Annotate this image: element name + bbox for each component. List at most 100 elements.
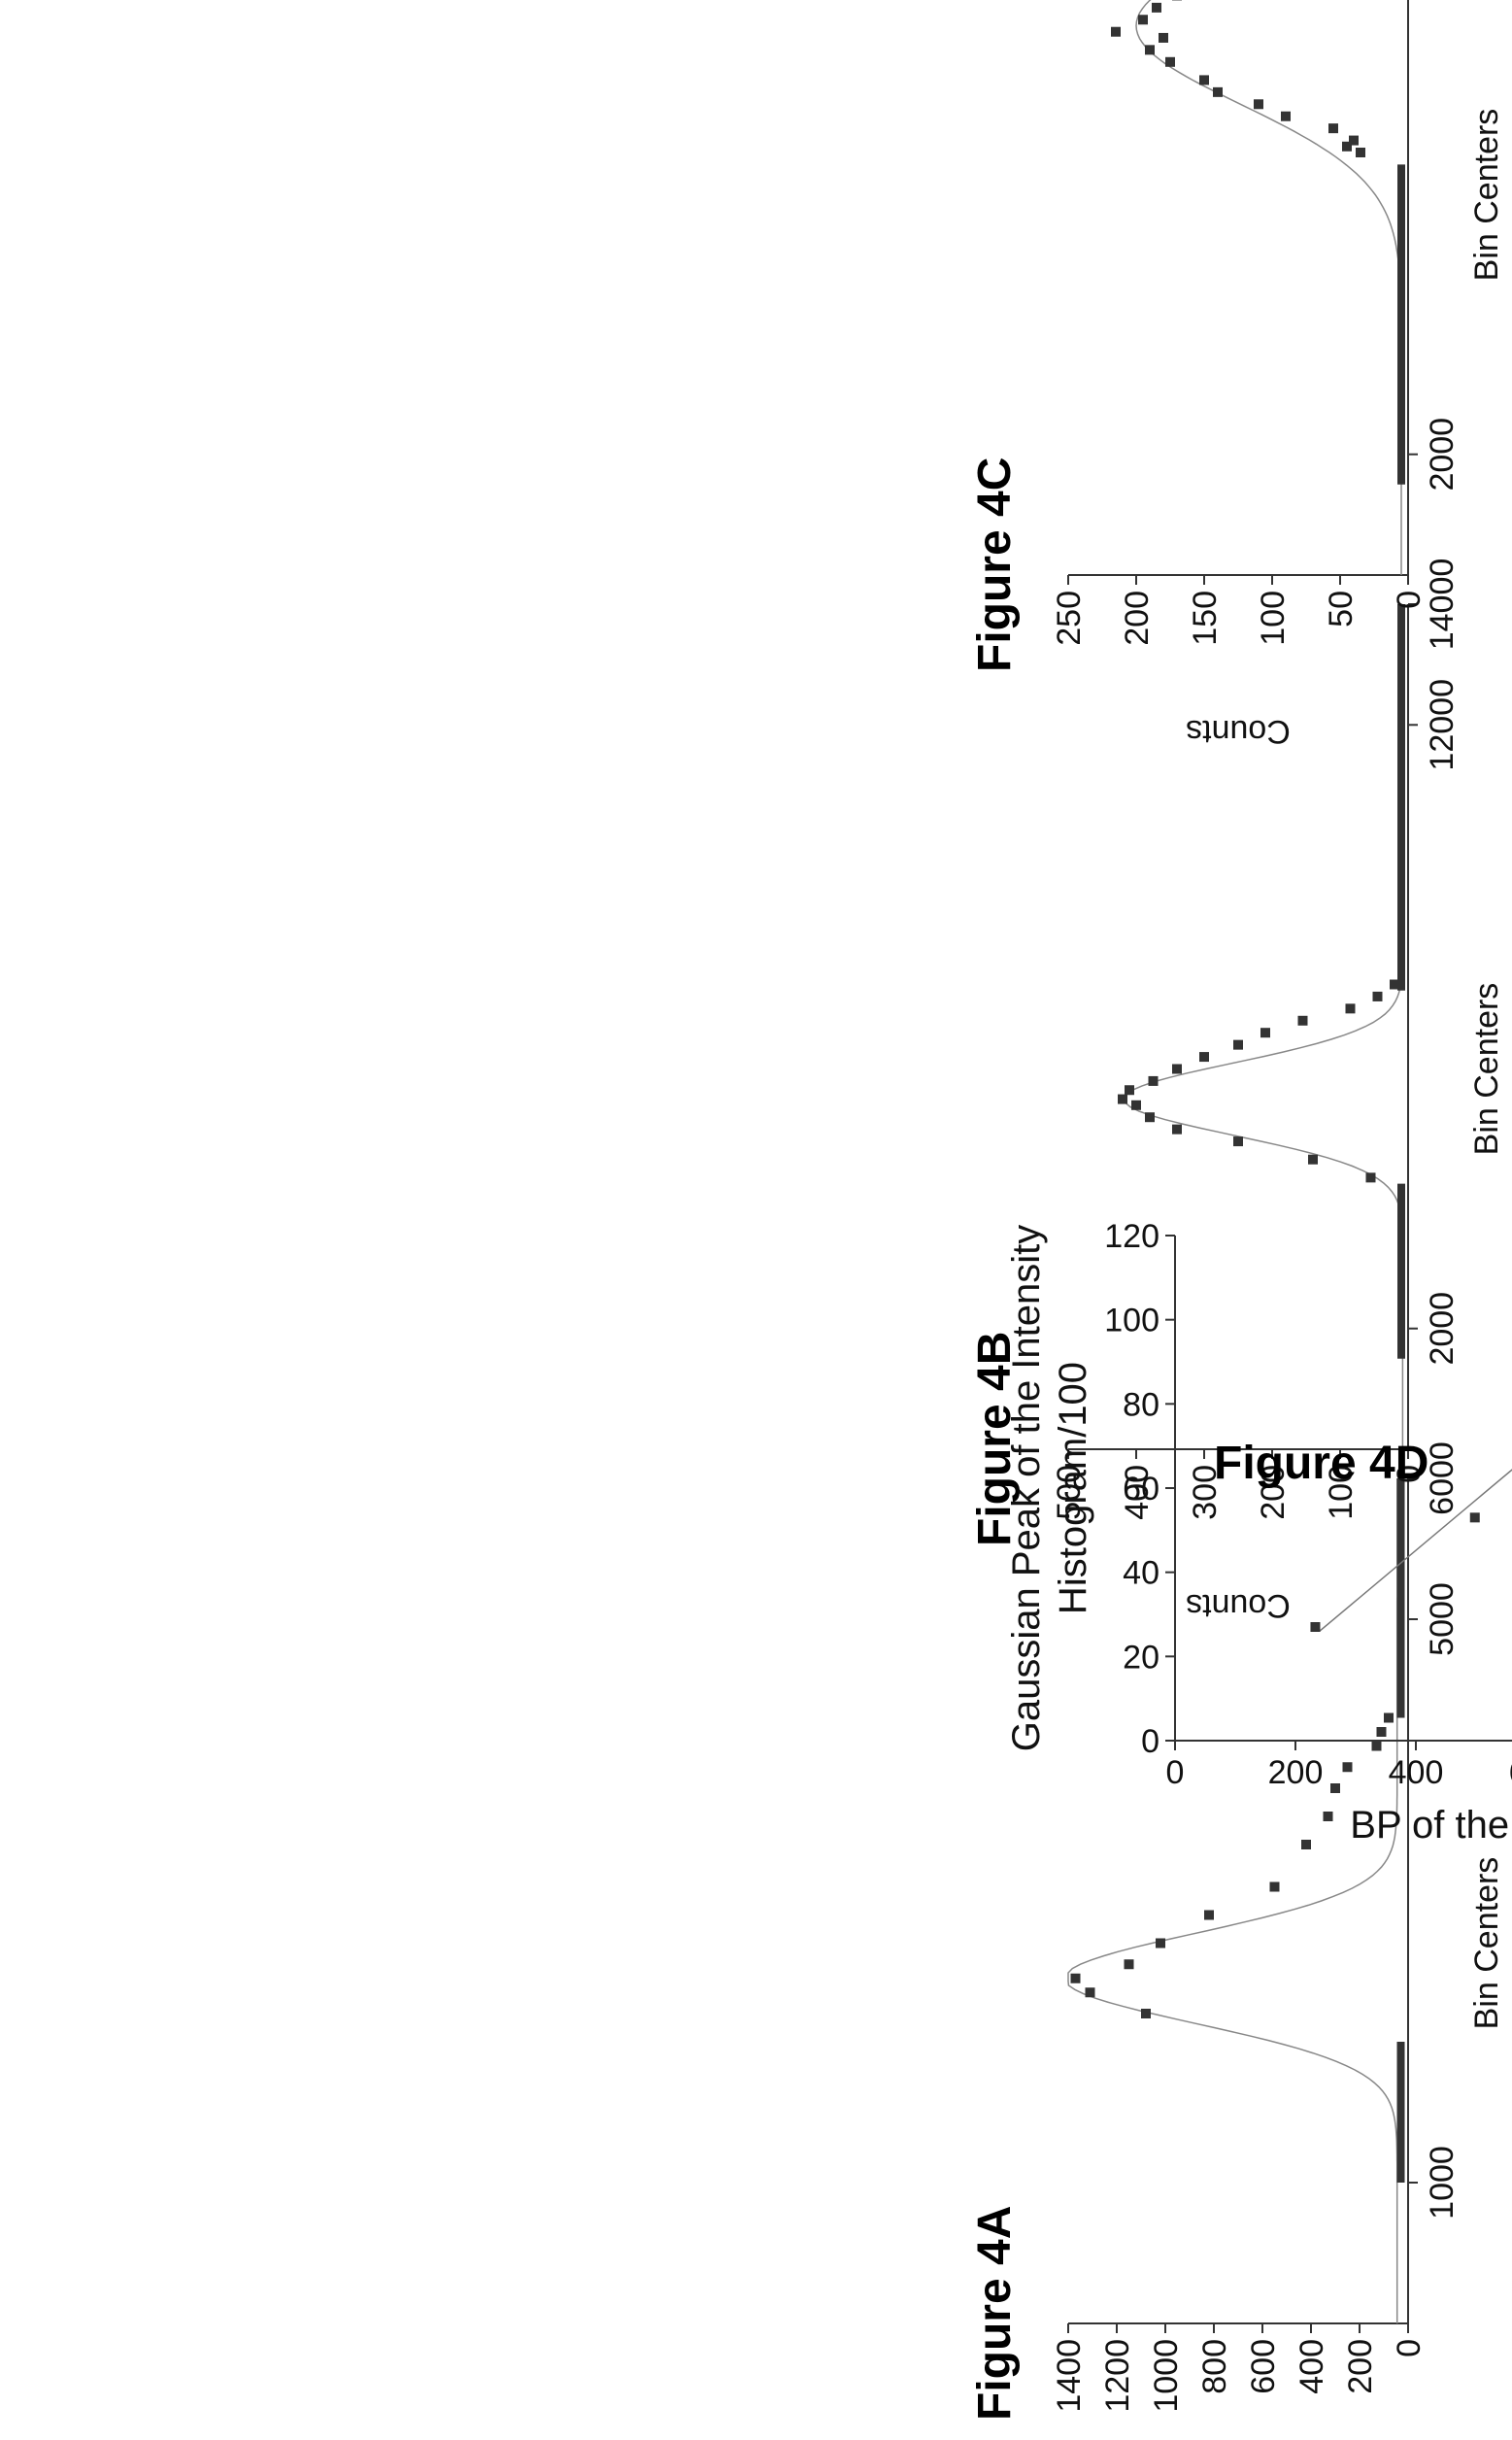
data-point: [1131, 1100, 1141, 1110]
data-point: [1372, 991, 1383, 1001]
data-point: [1328, 123, 1338, 134]
x-axis-label: BP of the DNA: [1350, 1804, 1512, 1847]
y-tick-label: 60: [1123, 1471, 1159, 1508]
y-tick-label: 250: [1051, 591, 1088, 646]
gaussian-fit: [1135, 0, 1402, 575]
data-point: [1233, 1039, 1243, 1050]
data-point: [1281, 111, 1291, 121]
data-point: [1469, 1512, 1480, 1523]
data-point: [1365, 1172, 1376, 1183]
data-point: [1254, 99, 1263, 110]
data-point: [1172, 1064, 1182, 1074]
y-tick-label: 1000: [1148, 2339, 1185, 2413]
data-point: [1384, 1712, 1394, 1723]
panel-4d: 02004006008001000020406080100120BP of th…: [1005, 1218, 1512, 1847]
data-point: [1233, 1136, 1243, 1147]
data-point: [1349, 135, 1359, 146]
x-axis-label: Bin Centers: [1468, 1857, 1505, 2030]
x-tick-label: 6000: [1424, 1441, 1461, 1515]
y-axis-label: Counts: [1186, 1587, 1291, 1624]
y-tick-label: 1200: [1099, 2339, 1136, 2413]
data-point: [1323, 1812, 1333, 1821]
data-point: [1204, 1910, 1214, 1920]
x-axis-label: Bin Centers: [1468, 109, 1505, 282]
y-tick-label: 120: [1104, 1218, 1159, 1255]
y-tick-label: 200: [1342, 2339, 1379, 2394]
y-tick-label: 0: [1391, 591, 1428, 609]
data-point: [1301, 1840, 1311, 1849]
y-tick-label: 20: [1123, 1639, 1159, 1676]
y-tick-label: 300: [1187, 1465, 1224, 1520]
y-axis-label: Gaussian Peak of the Intensity: [1005, 1225, 1048, 1752]
y-tick-label: 0: [1141, 1723, 1159, 1760]
data-point: [1070, 1973, 1081, 1983]
y-tick-label: 0: [1391, 1465, 1428, 1483]
panel-4a: 1000500060000200400600800100012001400Bin…: [969, 1441, 1505, 2421]
x-tick-label: 1000: [1424, 2146, 1461, 2220]
y-tick-label: 600: [1245, 2339, 1282, 2394]
x-tick-label: 2000: [1424, 1292, 1461, 1366]
y-tick-label: 100: [1255, 591, 1292, 646]
panel-4c: 20001200014000050100150200250Bin Centers…: [969, 0, 1505, 750]
data-point: [1260, 1028, 1270, 1038]
y-tick-label: 80: [1123, 1386, 1159, 1423]
data-point: [1085, 1987, 1095, 1998]
x-tick-label: 12000: [1424, 679, 1461, 771]
data-point: [1124, 1959, 1134, 1970]
data-point: [1199, 1052, 1209, 1063]
figure-title: Figure 4A: [969, 2206, 1021, 2421]
data-point: [1356, 148, 1365, 157]
fit-line: [1319, 1327, 1512, 1632]
data-point: [1125, 1085, 1134, 1096]
data-point: [1269, 1881, 1280, 1892]
x-tick-label: 600: [1509, 1754, 1512, 1791]
data-point: [1297, 1015, 1308, 1026]
data-point: [1159, 32, 1168, 43]
y-tick-label: 1400: [1051, 2339, 1088, 2413]
y-tick-label: 200: [1255, 1465, 1292, 1520]
x-axis-label: Bin Centers: [1468, 983, 1505, 1156]
data-point: [1330, 1783, 1340, 1793]
data-point: [1310, 1622, 1321, 1632]
data-point: [1172, 1124, 1182, 1135]
data-point: [1118, 1094, 1127, 1104]
y-tick-label: 400: [1294, 2339, 1330, 2394]
figure-title: Figure 4C: [969, 458, 1021, 672]
data-point: [1345, 1003, 1356, 1014]
data-point: [1390, 979, 1399, 990]
x-tick-label: 200: [1268, 1754, 1324, 1791]
data-point: [1138, 15, 1148, 25]
y-tick-label: 40: [1123, 1555, 1159, 1592]
data-point: [1148, 1075, 1159, 1086]
y-axis-label: Counts: [1186, 713, 1291, 750]
x-tick-label: 2000: [1424, 418, 1461, 491]
y-tick-label: 800: [1196, 2339, 1233, 2394]
x-tick-label: 400: [1389, 1754, 1444, 1791]
data-point: [1145, 1112, 1155, 1123]
y-tick-label: 150: [1187, 591, 1224, 646]
y-tick-label: 400: [1119, 1465, 1156, 1520]
y-tick-label: 50: [1323, 591, 1360, 627]
x-tick-label: 0: [1166, 1754, 1185, 1791]
data-point: [1199, 75, 1209, 85]
y-axis-label-line2: Histogram/100: [1052, 1362, 1094, 1614]
data-point: [1376, 1727, 1387, 1737]
data-point: [1156, 1938, 1165, 1949]
figure-title: Figure 4D: [1214, 1438, 1428, 1489]
data-point: [1165, 56, 1175, 67]
data-point: [1342, 1762, 1353, 1773]
y-tick-label: 500: [1051, 1465, 1088, 1520]
x-tick-label: 14000: [1424, 559, 1461, 651]
data-point: [1152, 2, 1161, 13]
data-point: [1145, 45, 1155, 55]
data-point: [1371, 1741, 1382, 1751]
data-point: [1213, 86, 1223, 97]
panel-4d-frame: 02004006008001000020406080100120BP of th…: [1005, 1218, 1512, 1847]
y-tick-label: 200: [1119, 591, 1156, 646]
y-tick-label: 100: [1104, 1303, 1159, 1339]
data-point: [1111, 26, 1121, 37]
y-tick-label: 0: [1391, 2339, 1428, 2357]
